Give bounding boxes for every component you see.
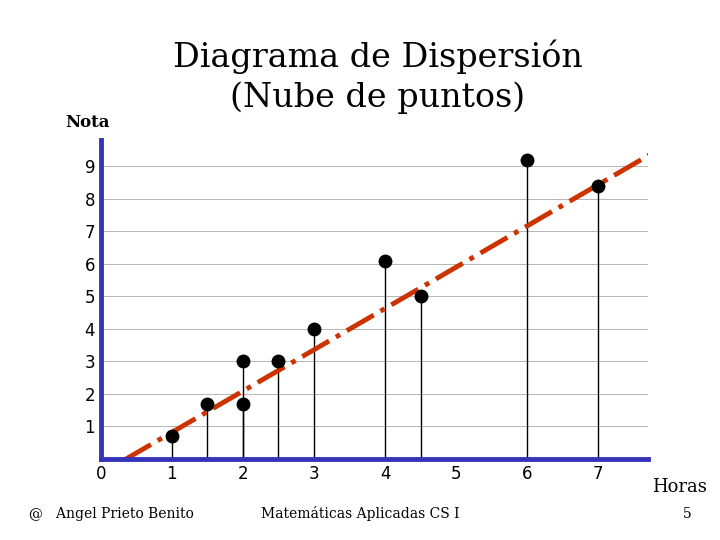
Text: 5: 5 [683, 508, 691, 522]
Text: Matemáticas Aplicadas CS I: Matemáticas Aplicadas CS I [261, 507, 459, 522]
Point [202, 400, 213, 408]
Point [237, 357, 248, 366]
Point [415, 292, 426, 301]
Point [237, 400, 248, 408]
Text: Diagrama de Dispersión: Diagrama de Dispersión [173, 40, 583, 75]
Text: Nota: Nota [66, 113, 109, 131]
Point [166, 432, 178, 441]
Point [379, 256, 391, 265]
Text: Horas: Horas [652, 478, 706, 496]
Text: @   Angel Prieto Benito: @ Angel Prieto Benito [29, 508, 194, 522]
Point [273, 357, 284, 366]
Text: (Nube de puntos): (Nube de puntos) [230, 82, 526, 114]
Point [593, 181, 604, 190]
Point [308, 325, 320, 333]
Point [521, 156, 533, 164]
